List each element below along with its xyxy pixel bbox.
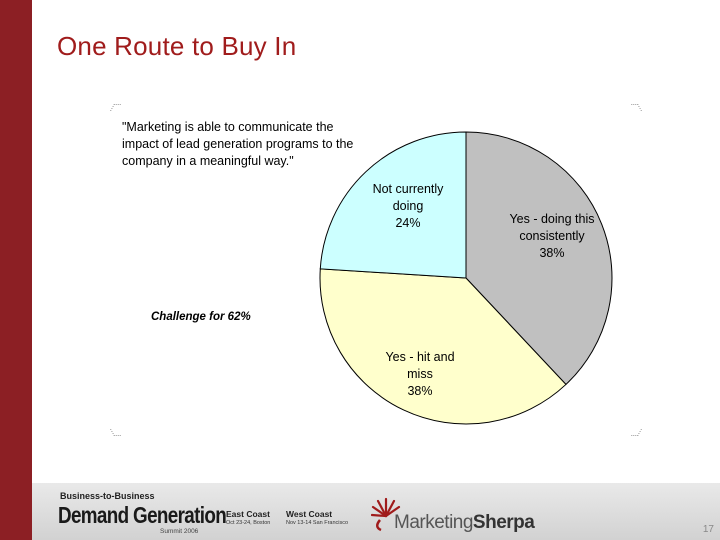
pie-slice [465,131,613,386]
footer-summit-text: Summit 2006 [160,528,199,535]
footer-west-dates: Nov 13-14 San Francisco [286,520,349,526]
footer-b2b-text: Business-to-Business [60,491,155,501]
chart-title-line: company in a meaningful way." [122,154,294,168]
chart-title-line: impact of lead generation programs to th… [122,137,354,151]
sherpa-word-1: Marketing [394,512,473,533]
chart-annotation: Challenge for 62% [151,311,251,323]
pie-slice-label: Yes - doing this consistently 38% [509,212,594,260]
chart-title-line: "Marketing is able to communicate the [122,120,334,134]
page-number: 17 [702,524,714,535]
accent-bar [0,0,32,540]
footer-east-coast: East Coast [226,509,270,519]
slide-title: One Route to Buy In [57,31,297,61]
sherpa-word-2: Sherpa [472,512,535,533]
pie-slice [319,268,567,425]
sunburst-icon [371,497,401,532]
footer-sherpa-logo: MarketingSherpa [394,512,535,534]
pie-slice-label: Yes - hit and miss 38% [385,350,454,398]
footer-banner: Business-to-Business Demand Generation S… [32,483,720,540]
footer-east-dates: Oct 23-24, Boston [226,520,271,526]
footer-west-coast: West Coast [286,509,333,519]
footer-demand-logo: Demand Generation [58,502,227,528]
pie-slice-label: Not currently doing 24% [373,182,445,230]
chart-title: "Marketing is able to communicate the im… [122,119,384,170]
pie-slice [319,131,467,279]
